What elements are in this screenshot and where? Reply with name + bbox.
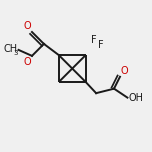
Text: O: O (121, 66, 128, 76)
Text: CH: CH (4, 44, 18, 54)
Text: F: F (91, 35, 97, 45)
Text: 3: 3 (13, 50, 18, 56)
Text: F: F (98, 40, 104, 50)
Text: O: O (24, 57, 31, 67)
Text: OH: OH (128, 93, 143, 103)
Text: O: O (24, 21, 31, 31)
